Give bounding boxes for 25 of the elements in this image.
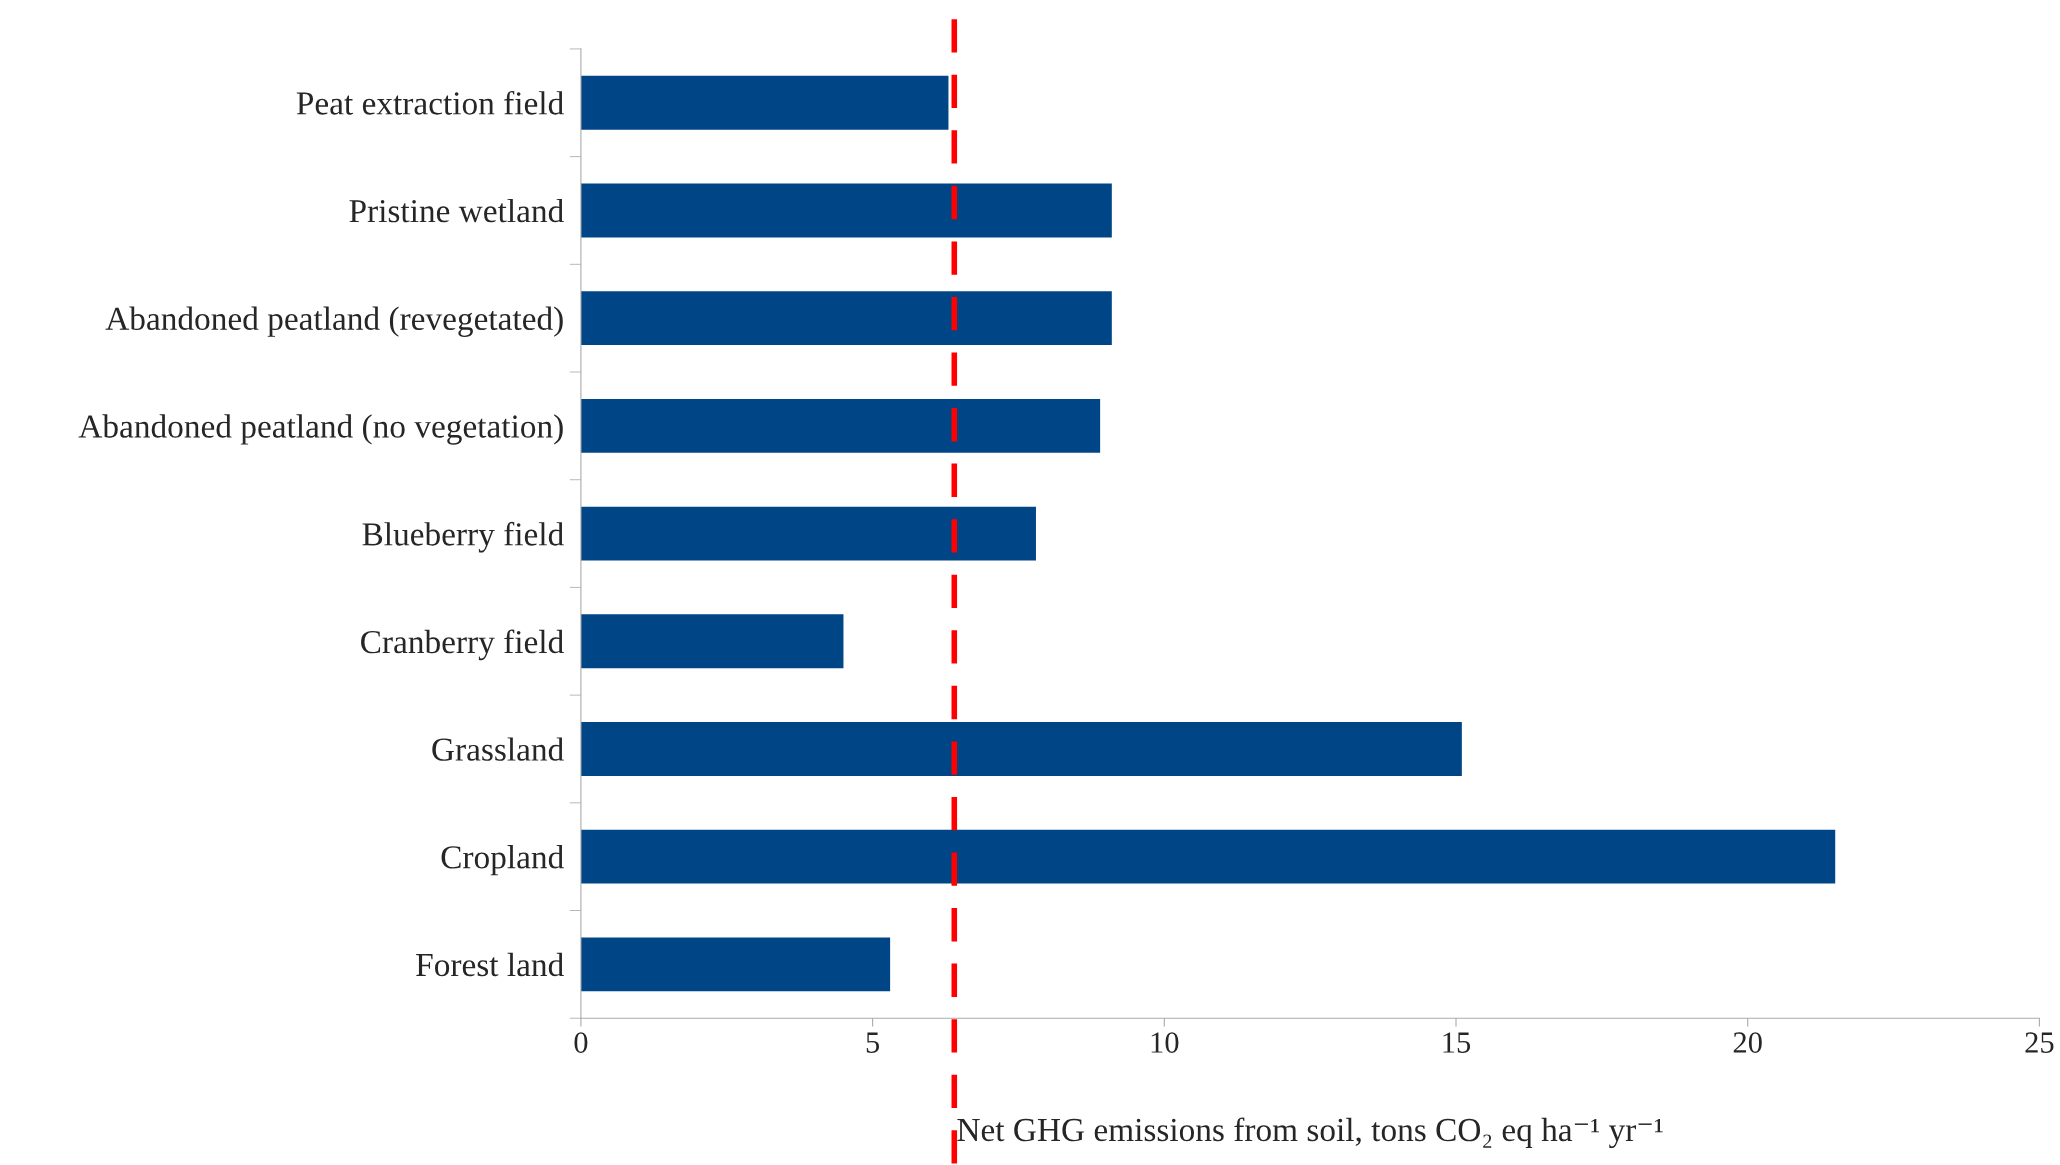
bar: [580, 614, 844, 669]
x-tick-label: 5: [866, 1032, 880, 1053]
bar: [580, 75, 949, 130]
x-tick-label: 10: [1151, 1032, 1179, 1053]
bar: [580, 722, 1462, 776]
x-tick-label: 0: [574, 1032, 588, 1053]
x-axis-title: Net GHG emissions from soil, tons CO₂ eq ha⁻¹ yr⁻¹: [957, 1117, 1663, 1149]
y-tick-label: Blueberry field: [362, 521, 564, 553]
bar: [580, 506, 1036, 561]
y-tick-label: Cranberry field: [361, 629, 564, 661]
bar: [580, 398, 1101, 453]
y-tick-label: Cropland: [441, 845, 564, 876]
y-tick-label: Forest land: [416, 952, 564, 977]
bar: [580, 937, 891, 992]
y-tick-label: Abandoned peatland (revegetated): [105, 306, 563, 337]
x-tick-label: 25: [2025, 1032, 2054, 1053]
bar: [580, 291, 1112, 346]
y-tick-label: Abandoned peatland (no vegetation): [78, 414, 563, 445]
bar: [580, 829, 1836, 884]
bar: [580, 183, 1112, 238]
y-tick-label: Pristine wetland: [349, 198, 564, 223]
y-tick-label: Peat extraction field: [296, 90, 564, 115]
x-tick-label: 15: [1443, 1032, 1471, 1053]
x-tick-label: 20: [1733, 1032, 1762, 1053]
y-tick-label: Grassland: [432, 737, 564, 761]
